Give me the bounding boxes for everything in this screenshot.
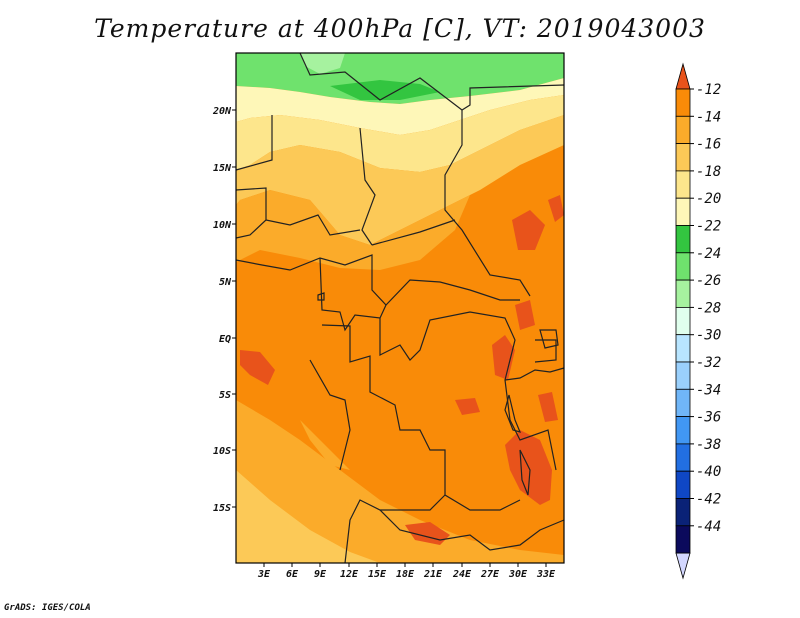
colorbar-label: -22 (696, 219, 721, 235)
colorbar-swatch (675, 361, 691, 390)
lat-tick-label: 5S (219, 390, 231, 401)
lat-tick-label: 20N (212, 106, 232, 117)
colorbar-label: -30 (696, 328, 721, 344)
colorbar-swatch (675, 388, 691, 417)
colorbar-label: -18 (696, 164, 721, 180)
colorbar-swatch (675, 88, 691, 117)
longitude-axis: 3E 6E 9E 12E 15E 18E 21E 24E 27E 30E 33E (257, 569, 556, 580)
colorbar-label: -14 (696, 109, 721, 125)
lat-tick-label: 15S (213, 503, 231, 514)
colorbar-swatch (675, 143, 691, 172)
colorbar-swatch (675, 498, 691, 527)
colorbar-label: -24 (696, 246, 721, 262)
lat-tick-label: 15N (213, 163, 232, 174)
lon-tick-label: 27E (480, 569, 500, 580)
colorbar-swatch (675, 279, 691, 308)
lon-tick-label: 33E (536, 569, 556, 580)
colorbar-label: -12 (696, 82, 721, 98)
colorbar-label: -34 (696, 382, 721, 398)
colorbar-swatch (675, 197, 691, 226)
colorbar-label: -28 (696, 300, 721, 316)
colorbar-swatch (675, 416, 691, 445)
colorbar-swatch (675, 115, 691, 145)
latitude-axis: 20N 15N 10N 5N EQ 5S 10S 15S (212, 106, 232, 514)
colorbar-label: -36 (696, 410, 721, 426)
lon-tick-label: 3E (257, 569, 271, 580)
colorbar-swatch (675, 525, 691, 554)
lon-tick-label: 21E (423, 569, 443, 580)
colorbar-label: -16 (696, 137, 721, 153)
lon-tick-label: 18E (396, 569, 415, 580)
lon-tick-label: 30E (508, 569, 528, 580)
colorbar-swatch (675, 306, 691, 336)
colorbar-label: -42 (696, 492, 721, 508)
colorbar-swatch (675, 334, 691, 363)
colorbar-label: -20 (696, 191, 721, 207)
colorbar-swatch (675, 170, 691, 199)
colorbar-label: -44 (696, 519, 721, 535)
lon-tick-label: 9E (314, 569, 327, 580)
temperature-map (235, 52, 565, 564)
colorbar-top-triangle (675, 62, 691, 90)
lat-tick-label: 5N (219, 277, 232, 288)
colorbar-label: -38 (696, 437, 721, 453)
colorbar-label: -40 (696, 464, 721, 480)
lon-tick-label: 12E (340, 569, 359, 580)
colorbar-swatch (675, 225, 691, 254)
chart-title: Temperature at 400hPa [C], VT: 201904300… (94, 14, 706, 43)
lat-tick-label: 10N (213, 220, 232, 231)
lat-tick-label: EQ (219, 334, 231, 345)
lon-tick-label: 6E (286, 569, 299, 580)
colorbar-swatch (675, 470, 691, 499)
lon-tick-label: 24E (452, 569, 472, 580)
colorbar-bottom-triangle (675, 552, 691, 580)
colorbar-label: -26 (696, 273, 721, 289)
grads-credit: GrADS: IGES/COLA (4, 603, 91, 613)
colorbar-swatch (675, 252, 691, 281)
colorbar: -12 -14 -16 -18 -20 -22 -24 -26 -28 -30 -32 -34 -36 -… (675, 62, 721, 580)
colorbar-label: -32 (696, 355, 721, 371)
lat-tick-label: 10S (213, 446, 231, 457)
lon-tick-label: 15E (368, 569, 387, 580)
colorbar-swatch (675, 443, 691, 472)
